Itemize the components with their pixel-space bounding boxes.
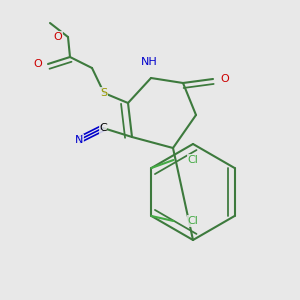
Text: NH: NH	[141, 57, 158, 67]
Text: Cl: Cl	[188, 155, 198, 165]
Text: Cl: Cl	[188, 216, 198, 226]
Text: O: O	[54, 32, 62, 42]
Text: O: O	[34, 59, 42, 69]
Text: O: O	[220, 74, 230, 84]
Text: C: C	[99, 123, 107, 133]
Text: S: S	[100, 88, 108, 98]
Text: N: N	[75, 135, 83, 145]
